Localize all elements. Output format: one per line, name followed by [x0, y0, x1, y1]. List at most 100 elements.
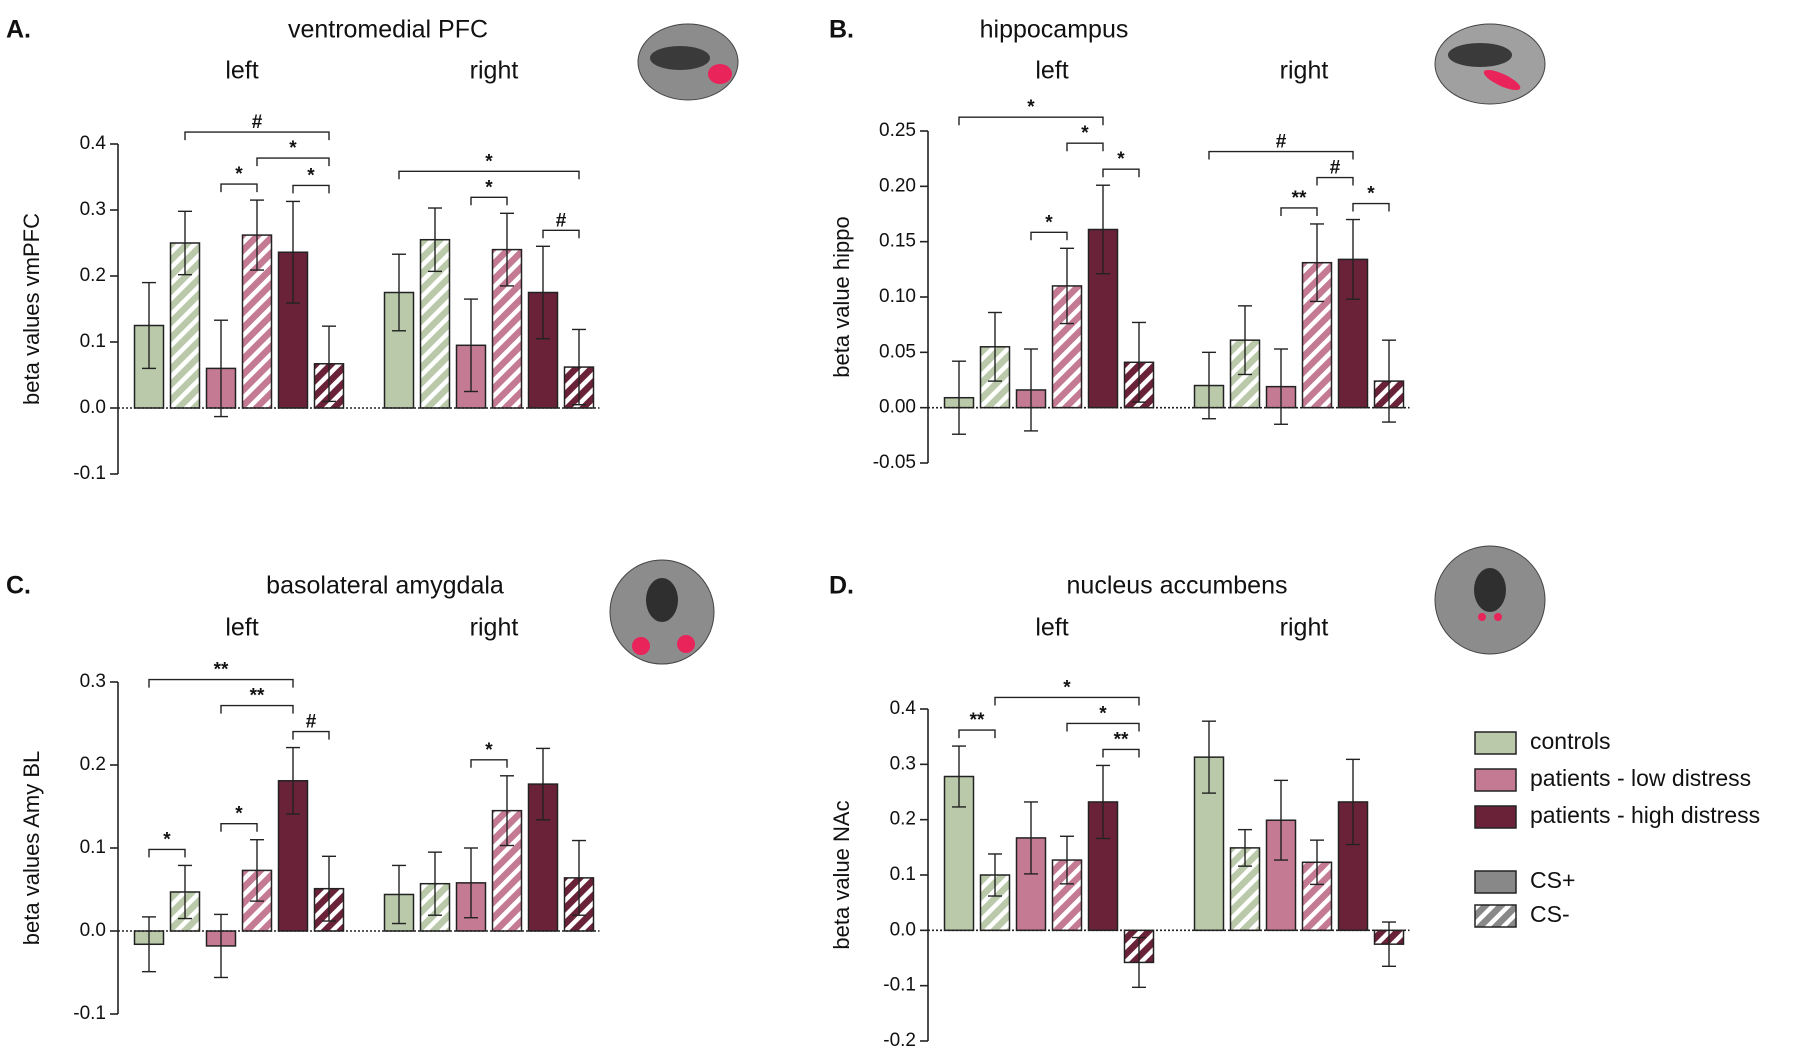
significance-bracket — [292, 184, 330, 194]
y-tick-label: 0.3 — [80, 199, 106, 220]
significance-label: * — [485, 151, 493, 172]
significance-label: ** — [250, 686, 265, 707]
significance-label: * — [1045, 212, 1053, 233]
significance-bracket — [1208, 150, 1354, 160]
legend-swatch — [1474, 731, 1517, 755]
brain-b — [1434, 23, 1546, 105]
y-tick-label: -0.1 — [73, 463, 106, 484]
significance-bracket — [292, 730, 330, 740]
legend-swatch — [1474, 805, 1517, 829]
significance-bracket — [148, 678, 294, 688]
legend-swatch — [1474, 870, 1517, 894]
brain-icon — [650, 46, 710, 70]
y-tick-label: 0.0 — [890, 919, 916, 940]
y-tick-label: 0.4 — [890, 698, 917, 719]
y-tick-label: -0.1 — [883, 975, 916, 996]
y-tick-label: 0.0 — [80, 920, 106, 941]
y-tick-label: 0.2 — [890, 809, 916, 830]
y-tick-label: 0.25 — [879, 120, 916, 141]
significance-label: * — [1081, 123, 1089, 144]
brain-icon — [646, 578, 678, 622]
brain-region — [708, 64, 732, 84]
significance-bracket — [470, 196, 508, 206]
significance-bracket — [1280, 207, 1318, 216]
legend-label: controls — [1530, 728, 1611, 754]
group-label: right — [470, 57, 519, 85]
significance-bracket — [542, 229, 580, 239]
group-label: left — [1035, 57, 1068, 85]
group-label: left — [225, 57, 258, 85]
y-tick-label: 0.2 — [80, 265, 106, 286]
significance-label: ** — [1292, 188, 1307, 209]
brain-region — [1494, 613, 1502, 621]
significance-label: # — [556, 210, 567, 231]
y-tick-label: 0.1 — [890, 864, 916, 885]
significance-bracket — [1066, 722, 1140, 732]
group-label: right — [470, 614, 519, 642]
y-axis-label: beta values Amy BL — [19, 751, 44, 945]
y-tick-label: 0.3 — [80, 671, 106, 692]
chart-title: basolateral amygdala — [266, 572, 504, 600]
significance-label: * — [485, 177, 493, 198]
y-tick-label: 0.1 — [80, 331, 106, 352]
y-tick-label: 0.3 — [890, 753, 916, 774]
panel-letter: D. — [829, 572, 854, 600]
significance-label: * — [289, 138, 297, 159]
legend-swatch — [1474, 904, 1517, 928]
brain-c — [609, 559, 715, 665]
y-axis-label: beta value NAc — [829, 800, 854, 949]
significance-bracket — [1102, 168, 1140, 178]
legend-swatch — [1474, 768, 1517, 792]
legend-label: patients - low distress — [1530, 765, 1751, 791]
significance-bracket — [1316, 176, 1354, 186]
y-tick-label: -0.05 — [873, 452, 916, 473]
legend-label: CS- — [1530, 901, 1570, 927]
significance-bracket — [220, 823, 258, 832]
brain-region — [677, 635, 695, 653]
panel-letter: B. — [829, 16, 854, 44]
y-axis-label: beta values vmPFC — [19, 213, 44, 405]
significance-bracket — [1102, 748, 1140, 758]
y-tick-label: 0.4 — [80, 133, 107, 154]
legend-label: CS+ — [1530, 867, 1575, 893]
significance-label: * — [485, 740, 493, 761]
significance-bracket — [220, 183, 258, 193]
brain-d — [1434, 545, 1546, 655]
brain-icon — [1474, 568, 1506, 612]
brain-region — [1478, 613, 1486, 621]
panel-letter: C. — [6, 572, 31, 600]
legend-label: patients - high distress — [1530, 802, 1760, 828]
chart-title: nucleus accumbens — [1067, 572, 1288, 600]
y-tick-label: -0.2 — [883, 1030, 916, 1051]
significance-label: * — [163, 829, 171, 850]
brain-region — [632, 637, 650, 655]
significance-bracket — [1352, 202, 1390, 212]
significance-label: * — [1099, 703, 1107, 724]
significance-label: * — [307, 165, 315, 186]
significance-label: * — [1367, 184, 1375, 205]
significance-bracket — [994, 696, 1140, 706]
significance-label: # — [1330, 158, 1341, 179]
group-label: right — [1280, 614, 1329, 642]
y-axis-label: beta value hippo — [829, 216, 854, 377]
bar — [979, 874, 1011, 932]
y-tick-label: 0.0 — [80, 397, 106, 418]
significance-label: ** — [970, 710, 985, 731]
significance-label: ** — [214, 660, 229, 681]
brain-region — [1483, 69, 1521, 91]
significance-bracket — [220, 704, 294, 714]
y-tick-label: 0.1 — [80, 837, 106, 858]
group-label: right — [1280, 57, 1329, 85]
y-tick-label: 0.05 — [879, 341, 916, 362]
significance-label: * — [1063, 677, 1071, 698]
chart-title: ventromedial PFC — [288, 16, 488, 44]
brain-icon — [1448, 43, 1512, 67]
y-tick-label: -0.1 — [73, 1003, 106, 1024]
panel-letter: A. — [6, 16, 31, 44]
significance-label: # — [252, 112, 263, 133]
significance-bracket — [958, 729, 996, 739]
chart-title: hippocampus — [980, 16, 1129, 44]
group-label: left — [225, 614, 258, 642]
significance-label: * — [235, 804, 243, 825]
